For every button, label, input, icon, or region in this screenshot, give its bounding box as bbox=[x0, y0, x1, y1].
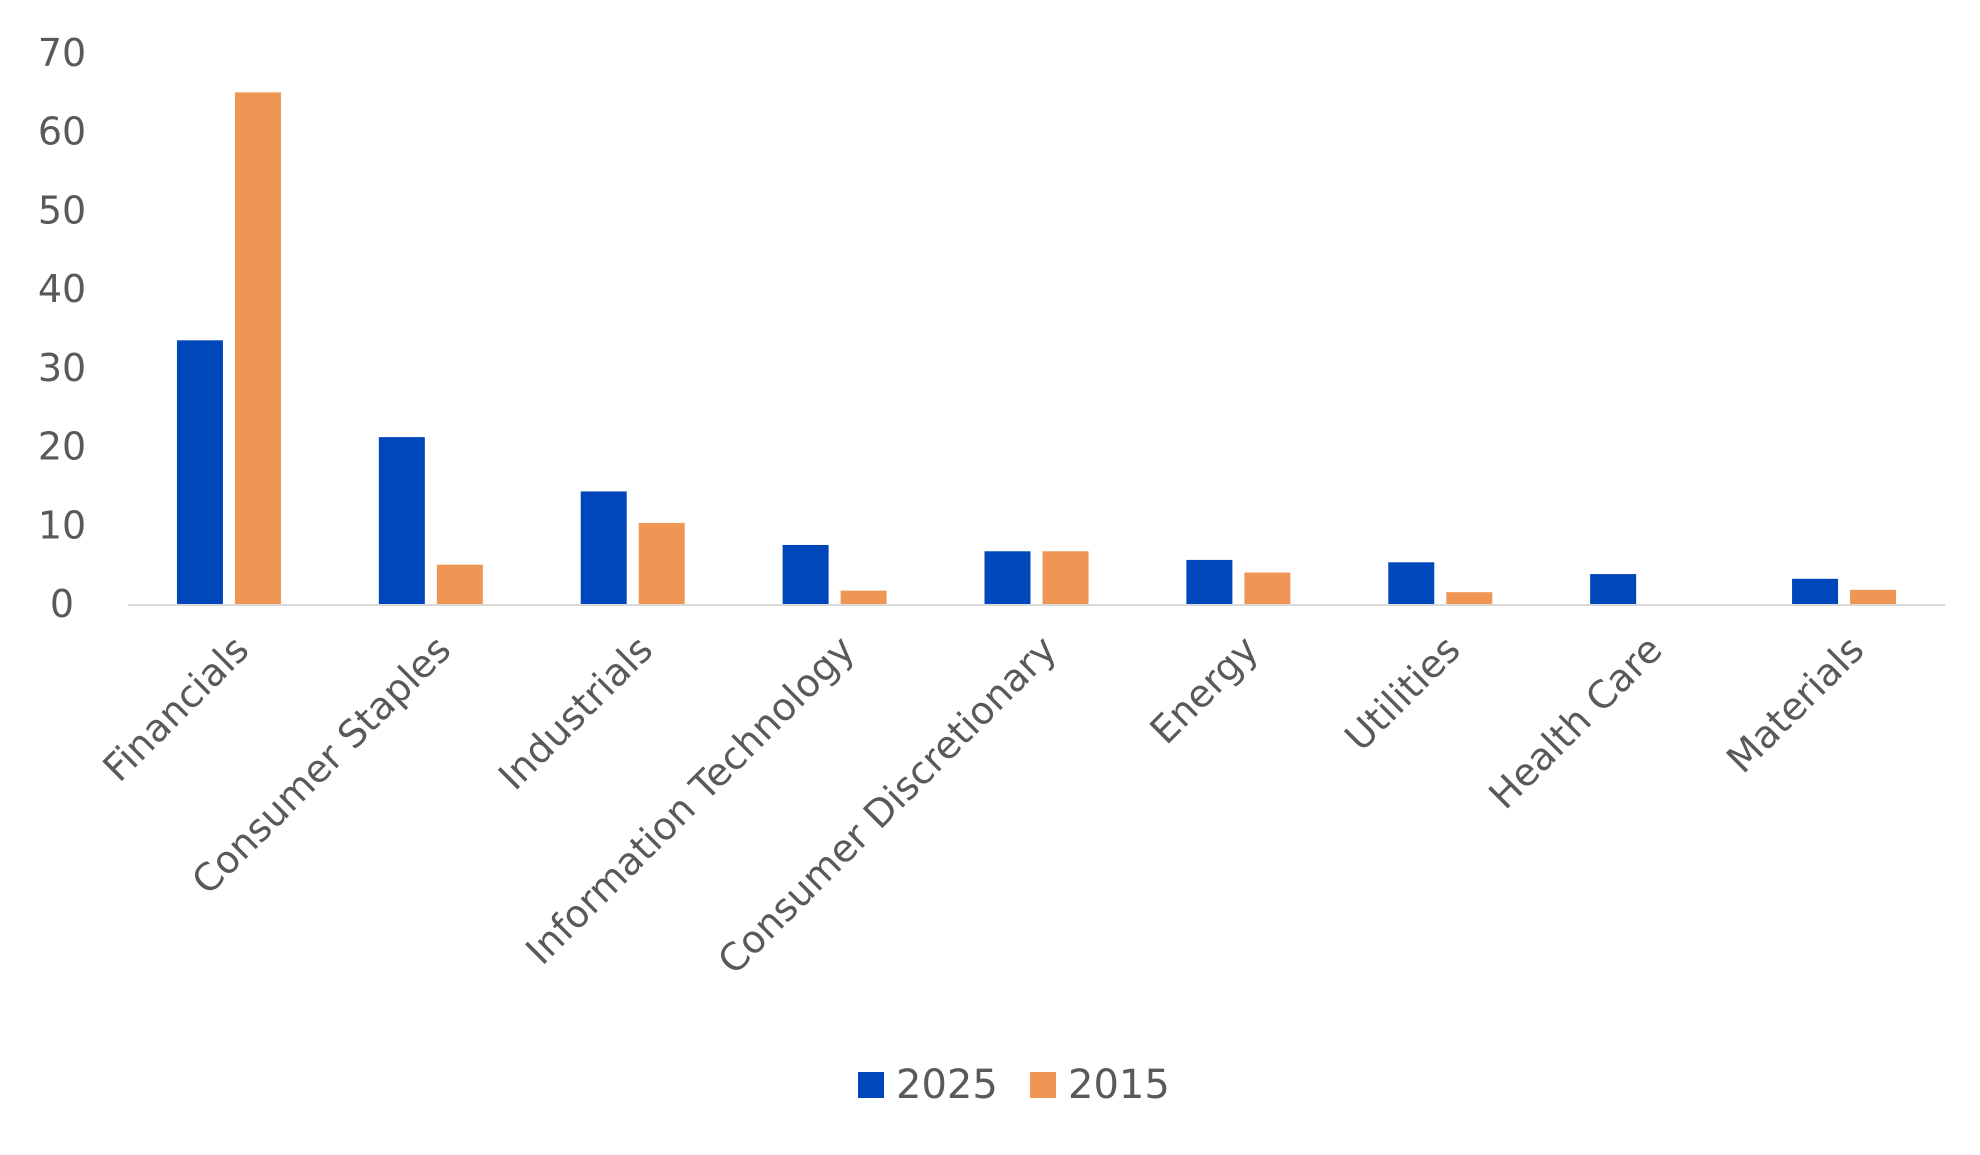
bar-2025-industrials bbox=[580, 491, 627, 604]
bar-2015-information-technology bbox=[840, 590, 887, 604]
bar-2025-financials bbox=[176, 340, 223, 604]
y-tick-label: 50 bbox=[38, 188, 86, 232]
bar-2015-consumer-discretionary bbox=[1042, 551, 1089, 604]
bar-2015-energy bbox=[1244, 572, 1291, 604]
bar-2015-financials bbox=[234, 92, 281, 604]
legend-label-2025: 2025 bbox=[896, 1062, 998, 1108]
category-label: Energy bbox=[1142, 627, 1267, 752]
legend-label-2015: 2015 bbox=[1068, 1062, 1170, 1108]
bar-2025-health-care bbox=[1590, 574, 1637, 604]
legend-swatch-2025 bbox=[858, 1072, 884, 1098]
y-axis-ticks: 0 10 20 30 40 50 60 70 bbox=[38, 31, 86, 626]
y-tick-label: 70 bbox=[38, 31, 86, 75]
bar-2025-consumer-staples bbox=[378, 437, 425, 604]
category-label: Consumer Discretionary bbox=[709, 627, 1064, 982]
bar-2025-information-technology bbox=[782, 544, 829, 604]
bar-2015-utilities bbox=[1446, 592, 1493, 604]
bar-2015-consumer-staples bbox=[436, 564, 483, 604]
y-tick-label: 0 bbox=[50, 582, 74, 626]
y-tick-label: 10 bbox=[38, 503, 86, 547]
bar-2025-materials bbox=[1792, 578, 1839, 604]
y-tick-label: 60 bbox=[38, 110, 86, 154]
bar-2025-utilities bbox=[1388, 562, 1435, 604]
y-tick-label: 20 bbox=[38, 425, 86, 469]
bar-2025-consumer-discretionary bbox=[984, 551, 1031, 604]
category-label: Utilities bbox=[1336, 627, 1468, 759]
y-tick-label: 30 bbox=[38, 346, 86, 390]
bars bbox=[176, 92, 1897, 604]
bar-2015-industrials bbox=[638, 522, 685, 604]
y-tick-label: 40 bbox=[38, 267, 86, 311]
category-label: Industrials bbox=[490, 627, 661, 798]
category-label: Financials bbox=[95, 627, 258, 790]
bar-2015-materials bbox=[1850, 589, 1897, 604]
legend-swatch-2015 bbox=[1030, 1072, 1056, 1098]
bar-2025-energy bbox=[1186, 559, 1233, 604]
category-label: Health Care bbox=[1480, 627, 1670, 817]
category-label: Information Technology bbox=[517, 627, 863, 973]
category-label: Materials bbox=[1718, 627, 1872, 781]
legend: 2025 2015 bbox=[858, 1062, 1170, 1108]
